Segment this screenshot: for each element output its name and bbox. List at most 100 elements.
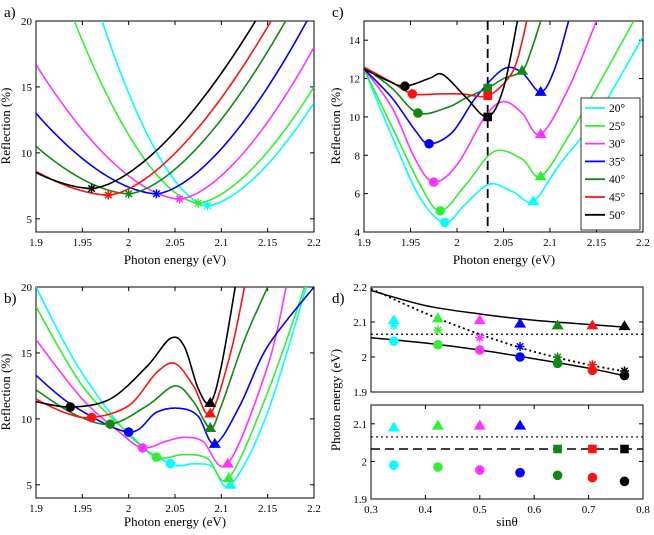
star-marker-30	[475, 333, 485, 343]
x-tick-label: 2	[126, 503, 132, 515]
tri-marker-50	[618, 320, 631, 331]
x-tick-label: 0.8	[636, 504, 650, 516]
y-axis-label: Reflection (%)	[0, 88, 13, 165]
circle-marker-30	[475, 345, 485, 355]
tri-marker-20	[387, 421, 400, 432]
y-tick-label: 20	[21, 282, 33, 294]
x-tick-label: 0.3	[364, 504, 378, 516]
sq-marker-50	[483, 112, 492, 122]
x-tick-label: 2.15	[258, 237, 278, 249]
sq-marker-45	[483, 91, 492, 101]
plot-frame	[370, 404, 644, 500]
y-tick-label: 10	[21, 414, 33, 426]
tri-marker-35	[208, 437, 221, 448]
y-axis-label: Reflection (%)	[0, 354, 13, 431]
circle-marker-45	[587, 365, 598, 376]
legend-label-45: 45°	[609, 192, 626, 204]
y-tick-label: 4	[355, 227, 361, 239]
y-tick-label: 2.2	[353, 282, 367, 294]
tri-marker-25	[222, 472, 235, 483]
plot-frame	[35, 20, 315, 233]
series-line-25	[364, 21, 635, 212]
x-axis-label: Photon energy (eV)	[124, 514, 226, 529]
tri-marker-25	[534, 170, 547, 181]
x-axis-label: Photon energy (eV)	[453, 252, 555, 267]
x-tick-label: 0.7	[582, 504, 596, 516]
circle-marker-40	[552, 470, 563, 481]
y-tick-label: 5	[27, 214, 33, 226]
legend-label-35: 35°	[609, 156, 626, 168]
circle-marker-45	[587, 472, 598, 483]
y-axis-label: Photon energy (eV)	[328, 349, 343, 451]
tri-marker-20	[527, 195, 540, 206]
circle-marker-20	[440, 217, 450, 228]
series-line-50	[36, 21, 257, 190]
panel-a: 1.9 1.95 2 2.05 2.1 2.15 2.2 5 10 15 20 Photon ener…	[0, 5, 321, 267]
x-tick-label: 0.5	[473, 504, 487, 516]
x-tick-label: 1.95	[73, 237, 93, 249]
tri-marker-45	[586, 319, 599, 330]
y-tick-label: 20	[21, 16, 33, 28]
sq-marker-50	[620, 444, 629, 454]
circle-marker-20	[389, 460, 399, 470]
panel-d-top: 1.9 2 2.1 2.2 d)	[332, 282, 644, 399]
circle-marker-50	[400, 81, 410, 92]
x-tick-label: 2.1	[543, 237, 557, 249]
y-tick-label: 14	[349, 35, 361, 47]
y-tick-label: 2.1	[353, 419, 367, 431]
series-line-30	[36, 46, 314, 200]
x-tick-label: 1.95	[401, 237, 421, 249]
circle-marker-50	[65, 402, 76, 412]
circle-marker-35	[424, 138, 434, 149]
circle-marker-20	[389, 336, 399, 347]
x-tick-label: 2.15	[258, 503, 278, 515]
series-line-20	[36, 287, 308, 488]
y-tick-label: 1.9	[353, 387, 367, 399]
tri-marker-35	[534, 85, 547, 96]
legend-label-40: 40°	[609, 174, 626, 186]
x-tick-label: 1.9	[29, 503, 43, 515]
circle-marker-35	[515, 352, 525, 362]
x-tick-label: 1.9	[357, 237, 371, 249]
x-tick-label: 2.2	[307, 503, 321, 515]
tri-marker-30	[534, 128, 547, 139]
circle-marker-30	[137, 443, 148, 453]
min-marker-25	[193, 198, 203, 208]
circle-marker-25	[433, 462, 443, 472]
x-tick-label: 2.2	[636, 237, 650, 249]
y-tick-label: 2	[362, 352, 368, 364]
series-line-35	[364, 21, 570, 145]
x-axis-label: Photon energy (eV)	[124, 252, 226, 267]
y-tick-label: 6	[355, 189, 361, 201]
series-line-25	[73, 21, 314, 204]
circle-marker-30	[428, 177, 439, 187]
min-marker-50	[87, 183, 97, 193]
plot-frame	[370, 286, 644, 393]
tri-marker-20	[387, 314, 400, 325]
series-line-45	[36, 21, 272, 196]
series-line-35	[36, 21, 308, 195]
tri-marker-40	[516, 64, 529, 75]
star-marker-45	[587, 360, 597, 370]
plot-area	[36, 21, 314, 207]
panel-label: b)	[4, 291, 17, 307]
series-line-40	[364, 21, 542, 115]
circle-marker-45	[86, 412, 97, 423]
tri-marker-30	[221, 457, 234, 468]
circle-marker-25	[151, 452, 162, 462]
x-tick-label: 1.95	[73, 503, 93, 515]
tri-marker-50	[204, 397, 217, 407]
circle-marker-35	[123, 427, 134, 437]
series-line-45	[36, 287, 246, 419]
sq-marker-45	[588, 444, 597, 454]
y-tick-label: 1.9	[353, 494, 367, 506]
x-tick-label: 2.05	[165, 237, 185, 249]
star-marker-40	[553, 352, 563, 362]
circle-marker-25	[435, 206, 446, 216]
series-line-50	[364, 21, 519, 118]
y-tick-label: 2	[362, 456, 368, 468]
legend-label-30: 30°	[609, 139, 626, 151]
min-marker-20	[202, 201, 212, 211]
star-marker-25	[433, 325, 443, 335]
